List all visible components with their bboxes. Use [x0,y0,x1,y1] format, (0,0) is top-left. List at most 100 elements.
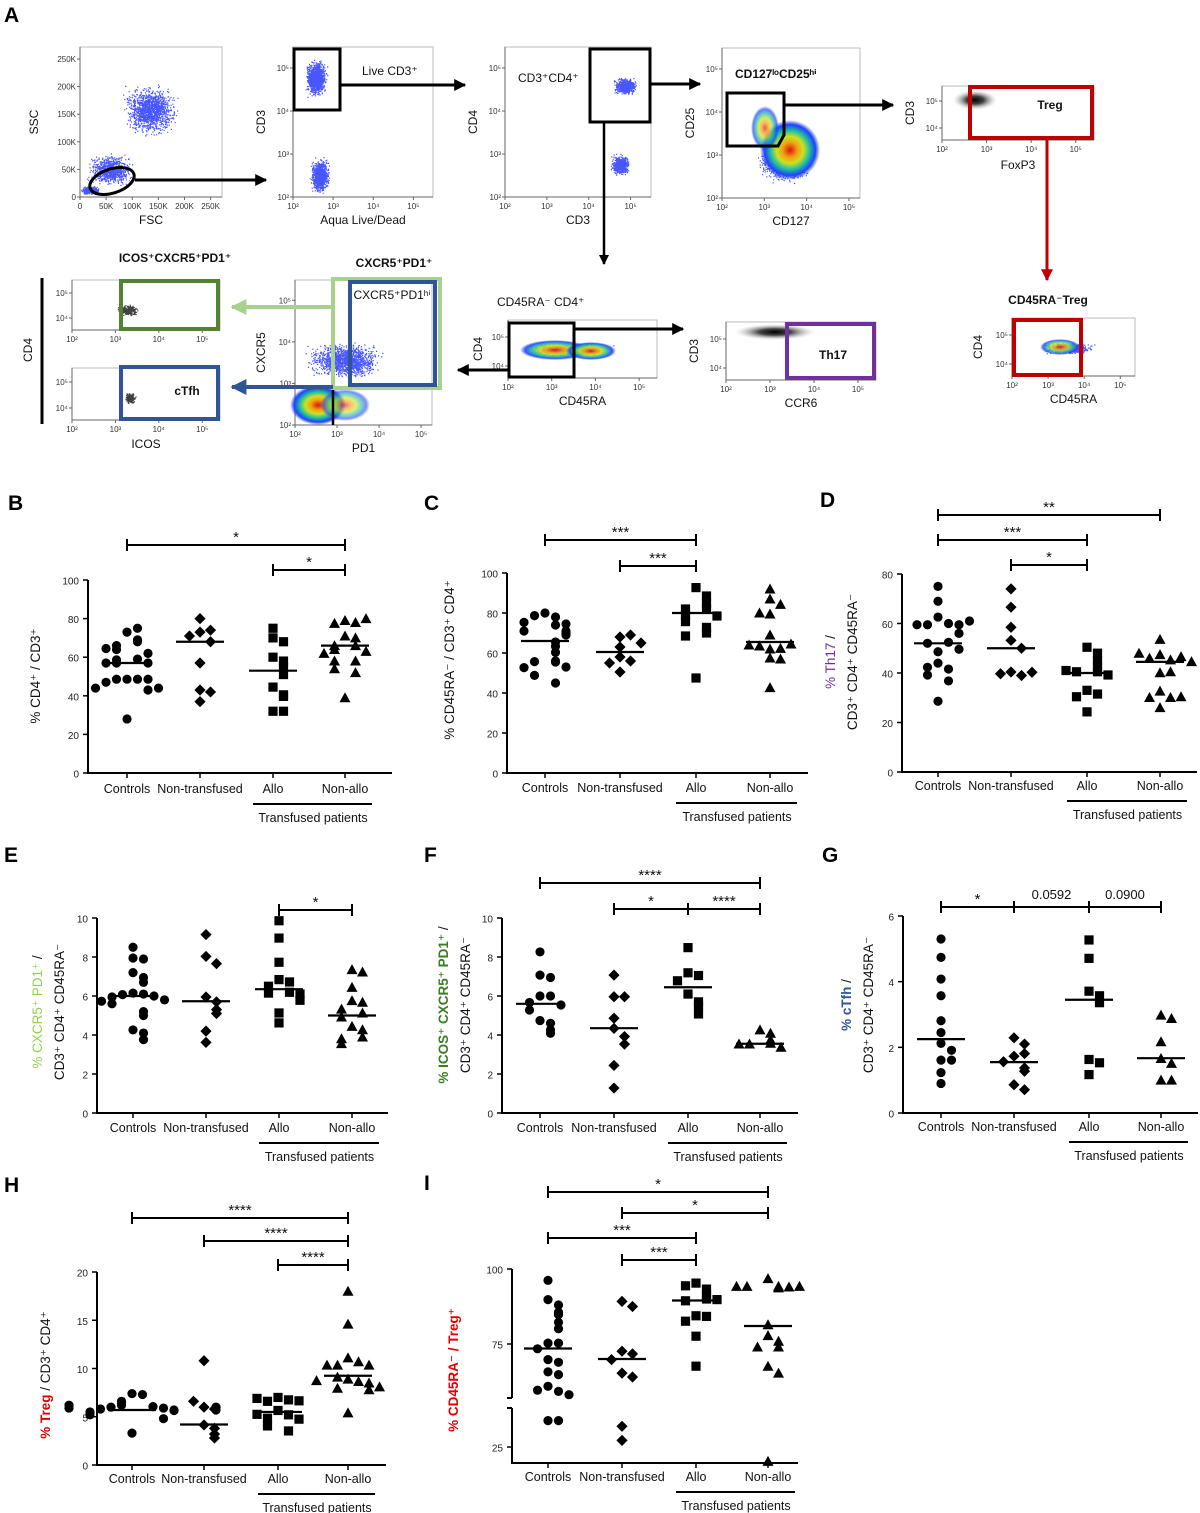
x-tick-label: 10⁵ [843,203,855,212]
data-point-circle [122,674,132,684]
data-point-diamond [1018,1065,1031,1077]
x-tick-label: 10⁴ [373,430,386,439]
y-axis-label: % cTfh / [839,979,854,1031]
y-tick-label: 10² [489,193,501,202]
y-tick-label: 75 [492,1341,504,1352]
data-point-triangle [353,1376,364,1387]
category-label: Non-transfused [161,1472,247,1486]
data-point-square [1061,665,1071,676]
data-point-diamond [618,1038,631,1050]
data-point-diamond [624,629,637,641]
y-axis-label-part: CD3⁺ CD4⁺ CD45RA⁻ [458,937,473,1073]
data-point-square [1094,1058,1105,1068]
x-axis-label: CD45RA [1050,392,1097,406]
y-tick-label: 15 [77,1317,89,1328]
y-axis-label: % CXCR5⁺ PD1⁺ / [30,955,45,1069]
significance-label: * [975,891,981,908]
data-point-square [263,988,274,998]
y-tick-label: 10⁴ [710,364,723,373]
data-point-diamond [616,1367,628,1379]
x-axis-label: CCR6 [785,396,818,410]
x-tick-label: 10² [716,203,728,212]
group-allo [1061,642,1113,717]
data-point-triangle [731,1280,742,1291]
flow-plot-treg: 10² 10³ 10⁴ 10⁵ 10⁴ 10⁵ FoxP3 CD3 Treg [903,85,1095,172]
data-point-diamond [1026,666,1038,678]
group-label: Transfused patients [681,1499,790,1513]
data-point-square [701,604,712,614]
group-non-allo [743,583,797,693]
data-point-circle [116,1400,127,1410]
y-tick-label: 10⁴ [489,107,502,116]
category-label: Controls [522,781,569,795]
data-point-circle [922,662,933,672]
category-label: Controls [110,1121,157,1135]
y-tick-label: 100 [481,570,498,581]
y-axis-label: CD3 [687,339,701,363]
data-point-circle [936,1016,946,1026]
y-axis-label: CD3⁺ CD4⁺ CD45RA⁻ [845,594,860,730]
data-point-circle [64,1400,74,1410]
data-point-triangle [311,1375,322,1386]
category-label: Allo [263,782,284,796]
data-point-circle [535,970,545,980]
y-tick-label: 0 [887,769,893,780]
data-point-circle [128,942,138,952]
y-tick-label: 2 [487,1071,493,1082]
y-tick-label: 2 [82,1071,88,1082]
data-point-diamond [608,1082,620,1094]
data-point-triangle [1144,652,1155,663]
y-tick-label: 4 [487,1032,493,1043]
data-point-triangle [764,608,776,619]
significance-label: ** [1043,499,1055,516]
data-point-triangle [353,1356,364,1367]
y-tick-label: 40 [882,670,894,681]
data-point-circle [138,954,149,964]
data-point-square [691,1278,701,1288]
data-point-diamond [194,657,206,669]
data-point-triangle [775,598,786,609]
data-point-diamond [1015,669,1028,682]
x-tick-label: 10⁵ [196,425,208,434]
data-point-triangle [342,1285,354,1296]
data-point-triangle [350,667,361,678]
x-tick-label: 10³ [331,430,343,439]
data-point-triangle [775,1041,787,1052]
data-point-circle [111,644,122,655]
data-point-diamond [1008,1050,1020,1062]
data-point-square [701,622,712,632]
panel-label: I [424,1172,430,1195]
category-label: Allo [268,1472,289,1486]
y-axis-label: CD4 [21,338,35,362]
data-point-circle [933,596,943,606]
y-tick-label: 10⁵ [710,335,722,344]
data-point-triangle [339,692,351,703]
x-tick-label: 10³ [541,202,553,211]
data-point-circle [529,657,540,667]
significance-bracket: * [272,554,346,576]
group-non-allo [318,613,372,703]
group-non-transfused [596,629,647,678]
significance-label: * [692,1197,698,1214]
x-tick-label: 10³ [110,335,122,344]
data-point-circle [553,1317,564,1327]
data-point-diamond [1008,1079,1020,1091]
category-label: Controls [918,1120,965,1134]
data-point-square [680,1281,691,1291]
data-point-diamond [614,641,626,653]
data-point-diamond [194,613,206,625]
significance-label: **** [264,1225,288,1242]
data-point-square [1103,670,1113,680]
x-tick-label: 10⁵ [624,202,636,211]
significance-label: 0.0900 [1105,887,1145,902]
y-tick-label: 80 [68,615,80,626]
data-point-circle [936,1078,946,1089]
x-tick-label: 10² [66,425,78,434]
data-point-triangle [1133,647,1145,658]
significance-label: *** [613,1222,631,1239]
flow-plot-scatter: 0 50K 100K 150K 200K 250K 0 50K 100K 150K 200K 250K… [27,46,223,227]
x-tick-label: 200K [175,202,194,211]
data-point-circle [553,1300,564,1310]
data-point-triangle [342,1318,354,1329]
